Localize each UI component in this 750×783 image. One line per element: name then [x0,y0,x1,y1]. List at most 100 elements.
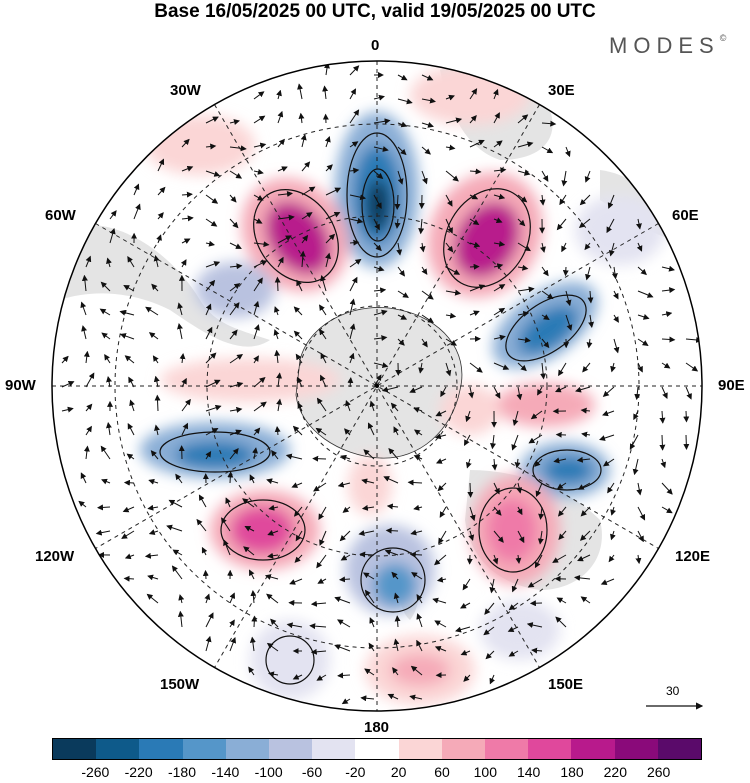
wind-arrow-icon [416,594,423,604]
wind-arrow-icon [253,324,260,340]
wind-arrow-icon [393,638,400,652]
wind-arrow-icon [106,257,112,268]
wind-arrow-icon [493,334,506,341]
wind-arrow-icon [386,503,399,510]
wind-arrow-icon [153,255,160,268]
wind-arrow-icon [388,447,399,460]
wind-arrow-icon [683,434,690,450]
anomaly-blob [480,600,560,660]
anomaly-blob [440,385,500,435]
wind-arrow-icon [582,362,591,373]
wind-arrow-icon [349,141,359,148]
wind-arrow-icon [268,504,279,511]
wind-arrow-icon [394,218,401,229]
lon-label-120e: 120E [675,548,711,565]
wind-arrow-icon [225,497,231,508]
colorbar-tick-label: 220 [603,764,628,780]
wind-arrow-icon [469,115,477,124]
wind-arrow-icon [512,410,519,426]
wind-arrow-icon [468,386,475,399]
wind-arrow-icon [276,372,283,388]
wind-arrow-icon [490,434,496,450]
wind-arrow-icon [205,612,214,628]
contour [478,487,548,573]
wind-arrow-icon [559,194,567,206]
wind-arrow-icon [205,116,219,124]
wind-arrows [61,62,702,705]
colorbar-tick-label: -60 [301,764,323,780]
wind-arrow-icon [313,482,327,492]
wind-arrow-icon [181,165,194,172]
wind-arrow-icon [312,455,327,462]
wind-arrow-icon [373,118,391,125]
wind-arrow-icon [171,565,183,580]
wind-arrow-icon [381,386,399,393]
wind-arrow-icon [133,203,141,220]
wind-arrow-icon [266,642,279,652]
anomaly-blob [543,456,593,484]
wind-arrow-icon [373,287,387,294]
wind-arrow-icon [177,610,184,628]
wind-arrow-icon [515,554,522,564]
wind-arrow-icon [407,479,423,486]
wind-arrow-icon [373,194,382,209]
wind-arrow-icon [576,456,591,463]
wind-arrow-icon [337,481,351,488]
wind-arrow-icon [445,289,462,296]
wind-arrow-icon [637,338,649,346]
wind-arrow-icon [416,613,423,628]
wind-arrow-icon [339,530,351,542]
wind-arrow-icon [469,88,478,100]
wind-arrow-icon [205,404,222,412]
colorbar-tick-label: -100 [254,764,283,780]
wind-arrow-icon [368,642,375,652]
wind-arrow-icon [537,386,543,396]
wind-arrow-icon [418,218,425,235]
wind-arrow-icon [517,242,531,252]
wind-arrow-icon [397,170,404,185]
wind-arrow-icon [292,425,303,436]
wind-arrow-icon [588,314,595,328]
wind-arrow-icon [537,530,544,545]
wind-arrow-icon [493,307,506,316]
wind-arrow-icon [434,645,447,652]
wind-arrow-icon [661,287,676,294]
wind-arrow-icon [253,218,263,224]
wind-arrow-icon [85,372,95,388]
wind-arrow-icon [253,300,260,316]
wind-arrow-icon [325,233,336,244]
wind-arrow-icon [205,218,218,227]
wind-arrow-icon [445,338,457,346]
wind-arrow-icon [148,478,159,485]
wind-arrow-icon [517,362,527,372]
wind-arrow-icon [181,398,191,412]
wind-arrow-icon [249,569,255,580]
wind-arrow-icon [493,506,502,516]
wind-arrow-icon [445,144,456,151]
wind-arrow-icon [517,218,526,227]
colorbar-segment [398,739,442,759]
lon-label-150w: 150W [160,676,200,693]
wind-arrow-icon [535,482,543,498]
wind-arrow-icon [579,194,591,206]
wind-arrow-icon [157,212,164,220]
wind-arrow-icon [538,506,545,520]
wind-arrow-icon [128,376,135,388]
wind-arrow-icon [127,423,135,436]
antarctica-coastline [295,307,463,459]
anomaly-blob [366,179,390,231]
wind-arrow-icon [561,170,568,187]
wind-arrow-icon [606,218,615,234]
wind-arrow-icon [144,552,159,559]
wind-arrow-icon [373,242,382,252]
wind-arrow-icon [80,301,87,316]
wind-arrow-icon [587,290,594,304]
wind-arrow-icon [250,590,257,604]
wind-arrow-icon [83,445,90,460]
wind-arrow-icon [607,194,615,209]
wind-arrow-icon [244,526,255,532]
wind-arrow-icon [445,362,452,377]
wind-arrow-icon [252,447,258,460]
wind-arrow-icon [154,394,161,412]
